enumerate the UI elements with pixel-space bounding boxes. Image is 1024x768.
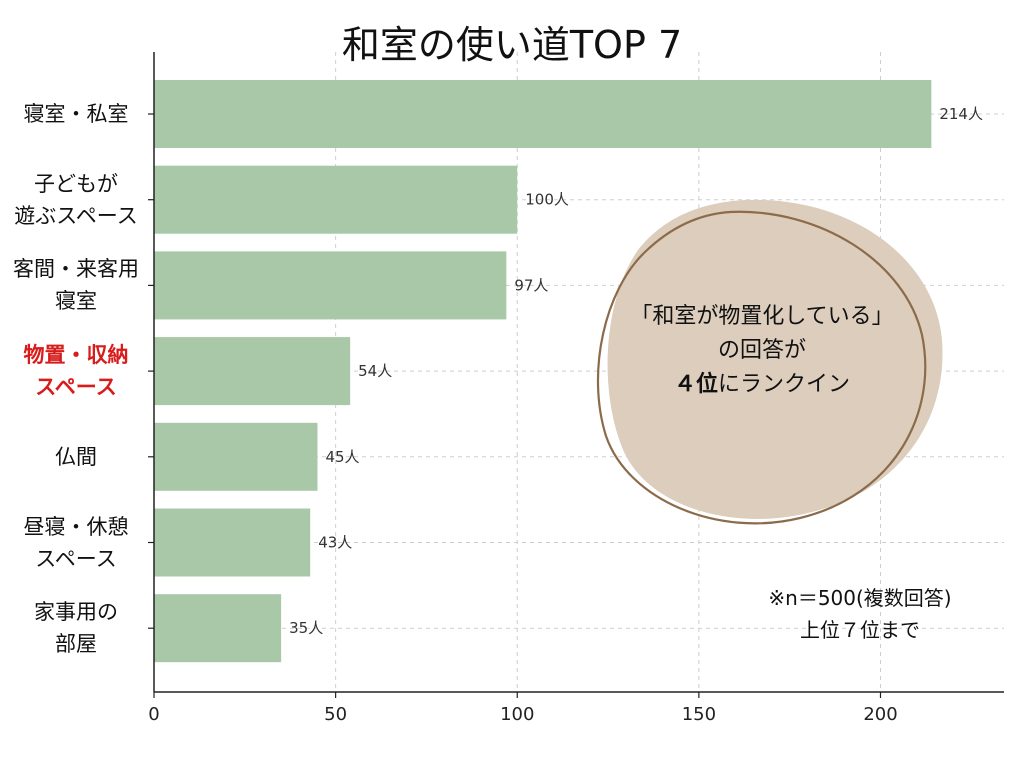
bar-value-label: 54人 [358,362,392,380]
category-label-line: 仏間 [55,444,97,469]
callout-blob-outline [596,210,927,525]
callout-text: 「和室が物置化している」 の回答が ４位にランクイン [592,300,932,402]
callout-line-1: 「和室が物置化している」 [630,304,894,329]
bar-value-label: 35人 [289,619,323,637]
axes: 0 50 100 150 200 [148,52,1004,725]
category-label: 物置・収納 スペース [0,339,152,403]
category-label-line: 遊ぶスペース [14,203,138,228]
category-label-line: 寝室 [55,289,97,314]
bar-value-label: 43人 [318,534,352,552]
bar-value-label: 45人 [325,448,359,466]
bar [154,337,351,406]
sample-note-line-1: ※n＝500(複数回答) [768,586,952,610]
category-label: 家事用の 部屋 [0,596,152,660]
bar [154,251,507,320]
callout-rank: ４位 [673,372,718,397]
category-label: 仏間 [0,441,152,473]
category-label-line: スペース [35,546,117,571]
x-tick-label: 200 [863,704,897,725]
category-label-line: 部屋 [55,632,97,657]
x-tick-label: 100 [500,704,534,725]
bar [154,422,318,491]
sample-note-line-2: 上位７位まで [800,618,920,642]
x-tick-label: 150 [682,704,716,725]
category-label: 客間・来客用 寝室 [0,253,152,317]
bar-value-label: 100人 [525,191,569,209]
category-label: 寝室・私室 [0,98,152,130]
bar-value-label: 214人 [939,105,983,123]
x-tick-label: 0 [148,704,159,725]
category-label-line: 子どもが [34,171,118,196]
bars: 214人 100人 97人 54人 45人 43人 35人 [154,80,983,663]
category-label-line: 昼寝・休憩 [23,514,129,539]
sample-note: ※n＝500(複数回答) 上位７位まで [730,582,990,646]
bar [154,594,282,663]
bar-value-label: 97人 [514,276,548,294]
category-label-line: スペース [35,375,117,400]
callout-line-2: の回答が [717,338,806,363]
bar [154,80,932,148]
category-label-line: 物置・収納 [23,343,129,368]
category-label-line: 寝室・私室 [23,102,129,126]
category-label-line: 家事用の [34,600,118,625]
category-label: 子どもが遊ぶスペース [0,168,152,232]
callout-line-3: ４位にランクイン [592,368,932,402]
x-tick-label: 50 [324,704,347,725]
bar [154,165,518,234]
category-label-line: 客間・来客用 [13,257,139,282]
callout-blob [596,199,943,525]
chart-title: 和室の使い道TOP 7 [341,23,683,67]
bar [154,508,311,577]
callout-blob-fill [607,199,943,519]
callout-rank-suffix: にランクイン [718,372,851,397]
category-label: 昼寝・休憩 スペース [0,511,152,575]
